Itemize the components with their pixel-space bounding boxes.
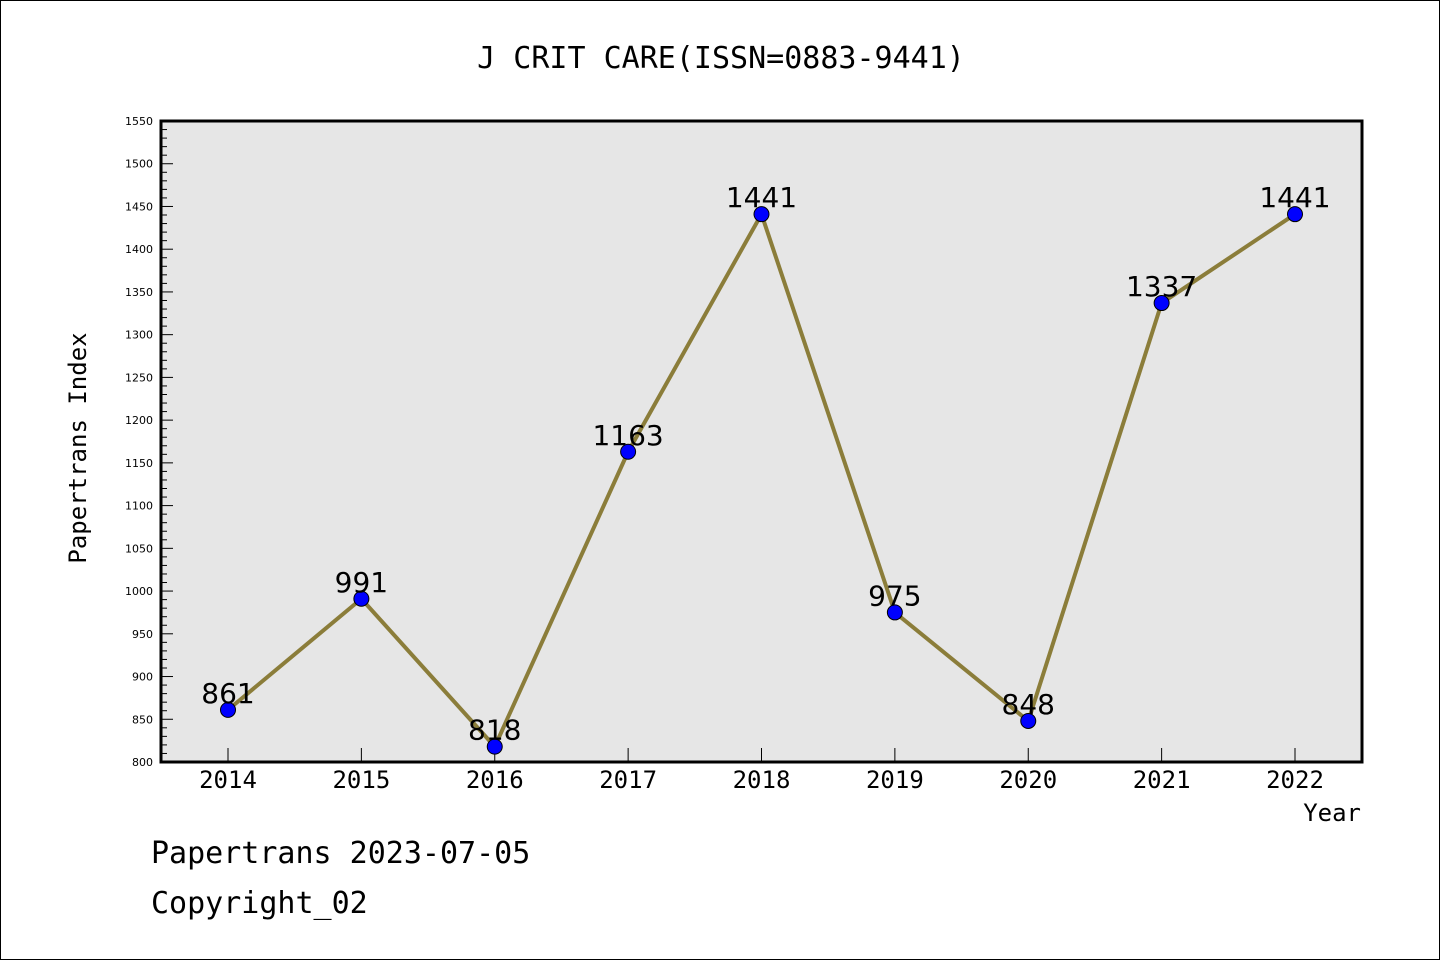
plot-frame [159,119,1364,764]
data-label: 975 [868,579,921,612]
x-tick-label: 2015 [332,766,390,794]
y-tick-label: 1450 [125,200,153,213]
data-label: 861 [201,677,254,710]
data-label: 1441 [1259,181,1330,214]
data-label: 1163 [592,419,663,452]
x-tick-label: 2019 [866,766,924,794]
y-tick-label: 1050 [125,542,153,555]
x-tick-label: 2020 [999,766,1057,794]
data-label: 818 [468,714,521,747]
y-tick-label: 950 [132,628,153,641]
y-axis: 800 850 900 950 1000 1050 1100 1150 1200 1250 1300… [125,115,173,769]
y-tick-label: 1500 [125,158,153,171]
y-tick-label: 1200 [125,414,153,427]
data-point [1287,206,1303,223]
x-axis-label: Year [1303,799,1361,827]
y-tick-label: 1150 [125,457,153,470]
plot-area [161,121,1362,762]
y-tick-label: 800 [132,756,153,769]
data-point [220,701,236,718]
series-group [220,206,1303,755]
data-point [620,443,637,460]
data-label: 991 [335,566,388,599]
data-point [486,738,503,755]
data-label: 1337 [1126,270,1197,303]
data-point [886,604,903,621]
data-point [1153,295,1170,312]
x-axis: 2014 2015 2016 2017 2018 2019 2020 2021 2022 [199,748,1324,794]
x-tick-label: 2017 [599,766,657,794]
y-tick-label: 1300 [125,329,153,342]
data-point [1020,712,1037,729]
data-label: 848 [1002,688,1055,721]
x-tick-label: 2022 [1266,766,1324,794]
chart-title: J CRIT CARE(ISSN=0883-9441) [477,41,965,76]
y-tick-label: 1100 [125,500,153,513]
data-labels-group: 861 991 818 1163 1441 975 848 1337 1441 [201,181,1330,746]
x-tick-label: 2018 [733,766,791,794]
y-tick-label: 1250 [125,371,153,384]
y-tick-label: 1350 [125,286,153,299]
x-tick-label: 2021 [1133,766,1191,794]
footer-date: Papertrans 2023-07-05 [151,836,531,871]
y-tick-label: 900 [132,671,153,684]
x-tick-label: 2016 [466,766,524,794]
data-label: 1441 [726,181,797,214]
y-axis-label: Papertrans Index [64,332,92,563]
y-tick-label: 1400 [125,243,153,256]
x-tick-label: 2014 [199,766,257,794]
y-tick-label: 1550 [125,115,153,128]
data-point [753,206,770,223]
footer-copyright: Copyright_02 [151,886,368,921]
data-point [353,590,370,607]
y-tick-label: 850 [132,713,153,726]
y-tick-label: 1000 [125,585,153,598]
